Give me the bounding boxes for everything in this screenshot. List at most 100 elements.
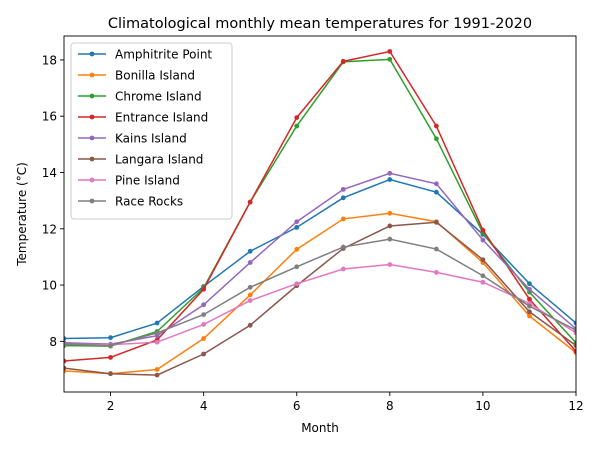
data-point	[433, 181, 439, 187]
data-point	[480, 279, 486, 285]
data-point	[387, 170, 393, 176]
data-point	[247, 298, 253, 303]
legend-swatch-marker	[89, 114, 95, 120]
y-tick-label: 16	[42, 110, 57, 124]
data-point	[294, 246, 300, 252]
x-tick-label: 6	[293, 399, 301, 413]
data-point	[480, 273, 486, 279]
y-tick-label: 10	[42, 279, 57, 293]
data-point	[247, 199, 253, 205]
data-point	[573, 343, 576, 348]
chart-title: Climatological monthly mean temperatures…	[108, 16, 532, 32]
data-point	[433, 136, 439, 142]
data-point	[108, 343, 113, 348]
data-point	[527, 286, 532, 292]
data-point	[527, 303, 532, 309]
data-point	[108, 354, 113, 360]
data-point	[387, 236, 393, 242]
data-point	[201, 312, 207, 318]
series-line-4	[64, 172, 576, 345]
data-point	[480, 227, 486, 233]
data-point	[433, 219, 439, 225]
data-point	[527, 281, 532, 287]
data-point	[201, 336, 207, 341]
data-point	[573, 348, 576, 354]
x-tick-label: 4	[200, 399, 208, 413]
data-point	[480, 257, 486, 263]
data-point	[247, 284, 253, 290]
data-point	[294, 115, 300, 121]
data-point	[387, 262, 393, 267]
y-tick-label: 8	[49, 335, 57, 349]
data-point	[154, 339, 160, 345]
data-point	[340, 58, 346, 64]
data-point	[433, 123, 439, 129]
data-point	[247, 322, 253, 328]
data-point	[340, 216, 346, 222]
series-line-1	[64, 212, 576, 375]
data-point	[294, 219, 300, 225]
data-point	[387, 56, 393, 62]
legend-swatch-marker	[89, 156, 95, 162]
data-point	[64, 336, 67, 341]
plot-area: 2 4 6 8 10 12 8 10 12 14 16 18 Amphitrite Point Bonil…	[42, 35, 584, 413]
data-point	[201, 302, 207, 308]
y-tick-label: 18	[42, 53, 57, 67]
data-point	[294, 264, 300, 270]
data-point	[387, 210, 393, 216]
series-line-7	[64, 238, 576, 347]
legend-label: Race Rocks	[115, 195, 183, 209]
data-point	[387, 223, 393, 229]
legend-label: Chrome Island	[115, 90, 202, 104]
data-point	[64, 365, 67, 371]
data-point	[108, 335, 113, 341]
data-point	[247, 248, 253, 254]
data-point	[294, 224, 300, 230]
data-point	[573, 327, 576, 333]
x-axis-label: Month	[301, 421, 339, 435]
legend-label: Entrance Island	[115, 111, 208, 125]
data-point	[527, 313, 532, 319]
x-tick-label: 8	[386, 399, 394, 413]
data-point	[387, 177, 393, 182]
legend-swatch-marker	[89, 177, 95, 183]
data-point	[433, 269, 439, 275]
x-tick-label: 10	[475, 399, 490, 413]
data-point	[154, 320, 160, 326]
data-point	[108, 371, 113, 377]
data-point	[433, 246, 439, 252]
data-point	[64, 341, 67, 347]
legend-label: Amphitrite Point	[115, 48, 212, 62]
data-point	[573, 320, 576, 326]
data-point	[294, 281, 300, 287]
data-point	[154, 372, 160, 378]
y-axis-label: Temperature (°C)	[15, 162, 29, 267]
data-point	[340, 186, 346, 192]
axes-frame	[63, 35, 577, 393]
legend-swatch-marker	[89, 93, 95, 99]
data-point	[247, 260, 253, 265]
data-point	[247, 292, 253, 298]
legend-label: Langara Island	[115, 153, 203, 167]
data-point	[387, 49, 393, 54]
legend-swatch-marker	[89, 51, 95, 57]
data-point	[480, 237, 486, 243]
legend-label: Kains Island	[115, 132, 187, 146]
data-point	[527, 296, 532, 302]
series-group	[64, 49, 576, 378]
data-point	[294, 123, 300, 129]
y-tick-label: 12	[42, 222, 57, 236]
data-point	[154, 367, 160, 372]
legend-label: Bonilla Island	[115, 69, 195, 83]
legend-swatch-marker	[89, 135, 95, 141]
data-point	[154, 330, 160, 336]
data-point	[340, 244, 346, 250]
series-line-5	[64, 221, 576, 376]
data-point	[201, 286, 207, 292]
data-point	[433, 189, 439, 195]
legend-swatch-marker	[89, 72, 95, 78]
data-point	[64, 358, 67, 364]
data-point	[527, 309, 532, 315]
series-line-6	[64, 263, 576, 346]
